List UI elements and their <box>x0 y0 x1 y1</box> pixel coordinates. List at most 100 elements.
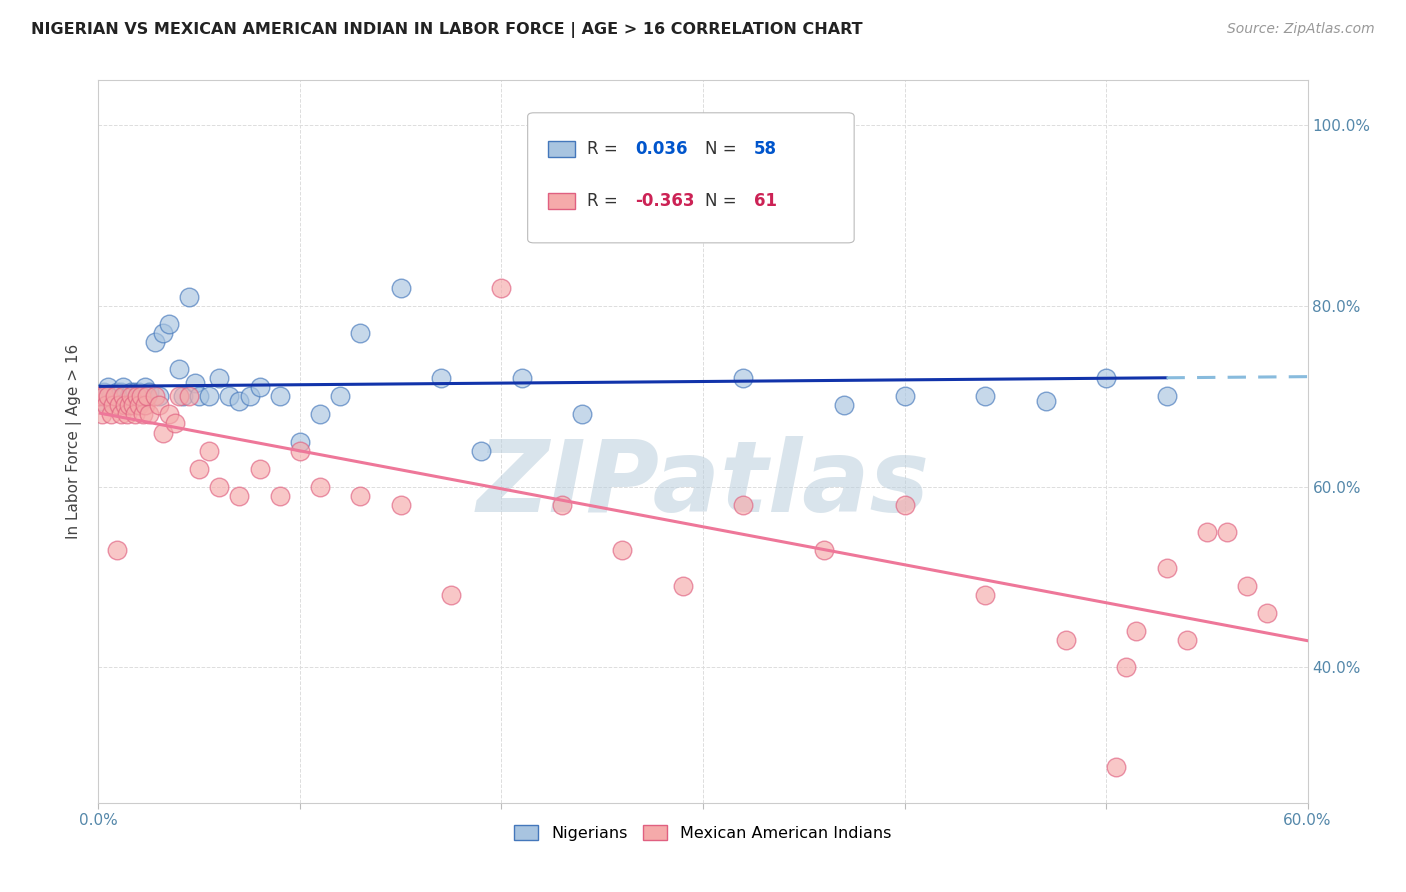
Point <box>128 398 150 412</box>
Point <box>349 489 371 503</box>
Point <box>111 389 134 403</box>
Point <box>132 389 155 403</box>
Point <box>893 389 915 403</box>
Point <box>148 398 170 412</box>
Legend: Nigerians, Mexican American Indians: Nigerians, Mexican American Indians <box>506 817 900 849</box>
FancyBboxPatch shape <box>548 141 575 157</box>
Point <box>107 389 129 403</box>
Point <box>138 384 160 399</box>
Point <box>125 389 148 403</box>
Point <box>121 398 143 412</box>
Point <box>430 371 453 385</box>
Point <box>288 434 311 449</box>
Point <box>101 398 124 412</box>
Point <box>1035 393 1057 408</box>
Point <box>110 408 132 422</box>
Point <box>157 317 180 331</box>
Point <box>813 542 835 557</box>
Point <box>1105 760 1128 774</box>
Point <box>491 281 513 295</box>
Point <box>89 389 111 403</box>
FancyBboxPatch shape <box>527 112 855 243</box>
Point <box>551 498 574 512</box>
Point <box>132 408 155 422</box>
Point <box>93 389 115 403</box>
Point <box>105 542 128 557</box>
Point <box>188 461 211 475</box>
Point <box>832 398 855 412</box>
Point <box>612 542 634 557</box>
Point <box>1156 561 1178 575</box>
Point <box>1115 660 1137 674</box>
Point <box>124 384 146 399</box>
Point <box>389 281 412 295</box>
Point <box>249 461 271 475</box>
Point <box>167 389 190 403</box>
Point <box>349 326 371 341</box>
Point <box>288 443 311 458</box>
Point <box>184 376 207 390</box>
Point <box>198 443 221 458</box>
Point <box>389 498 412 512</box>
Point <box>148 389 170 403</box>
Point <box>115 393 138 408</box>
Point <box>93 384 115 399</box>
Point <box>208 480 231 494</box>
Text: N =: N = <box>706 140 742 158</box>
Point <box>89 389 111 403</box>
Point <box>157 408 180 422</box>
Point <box>269 489 291 503</box>
Point <box>134 380 156 394</box>
Point <box>651 200 673 214</box>
Point <box>893 498 915 512</box>
Point <box>120 384 142 399</box>
Point <box>163 417 186 431</box>
Point <box>329 389 352 403</box>
Point <box>100 389 122 403</box>
Point <box>138 408 160 422</box>
Point <box>152 326 174 341</box>
Text: -0.363: -0.363 <box>636 192 695 210</box>
Point <box>974 389 997 403</box>
Point <box>125 389 148 403</box>
Point <box>129 389 152 403</box>
Point <box>118 398 141 412</box>
Point <box>100 408 122 422</box>
Text: 61: 61 <box>754 192 776 210</box>
Point <box>672 579 695 593</box>
Text: ZIPatlas: ZIPatlas <box>477 436 929 533</box>
Point <box>1256 606 1278 620</box>
Point <box>110 384 132 399</box>
Point <box>228 489 250 503</box>
Point <box>228 393 250 408</box>
Text: Source: ZipAtlas.com: Source: ZipAtlas.com <box>1227 22 1375 37</box>
Point <box>143 335 166 350</box>
Point <box>115 408 138 422</box>
Point <box>107 398 129 412</box>
Point <box>269 389 291 403</box>
Text: R =: R = <box>586 192 623 210</box>
Point <box>1125 624 1147 639</box>
Point <box>733 371 755 385</box>
Point <box>91 408 114 422</box>
Point <box>440 588 463 602</box>
Point <box>1216 524 1239 539</box>
Point <box>309 480 332 494</box>
Point <box>470 443 492 458</box>
Point <box>188 389 211 403</box>
Point <box>1175 633 1198 648</box>
Text: R =: R = <box>586 140 623 158</box>
Point <box>179 389 201 403</box>
Point <box>239 389 262 403</box>
Point <box>152 425 174 440</box>
Point <box>105 384 128 399</box>
Point <box>96 398 118 412</box>
Point <box>1095 371 1118 385</box>
Point <box>510 371 533 385</box>
Text: 58: 58 <box>754 140 776 158</box>
Point <box>120 389 142 403</box>
Point <box>103 389 125 403</box>
Point <box>208 371 231 385</box>
Point <box>179 290 201 304</box>
Point <box>129 393 152 408</box>
